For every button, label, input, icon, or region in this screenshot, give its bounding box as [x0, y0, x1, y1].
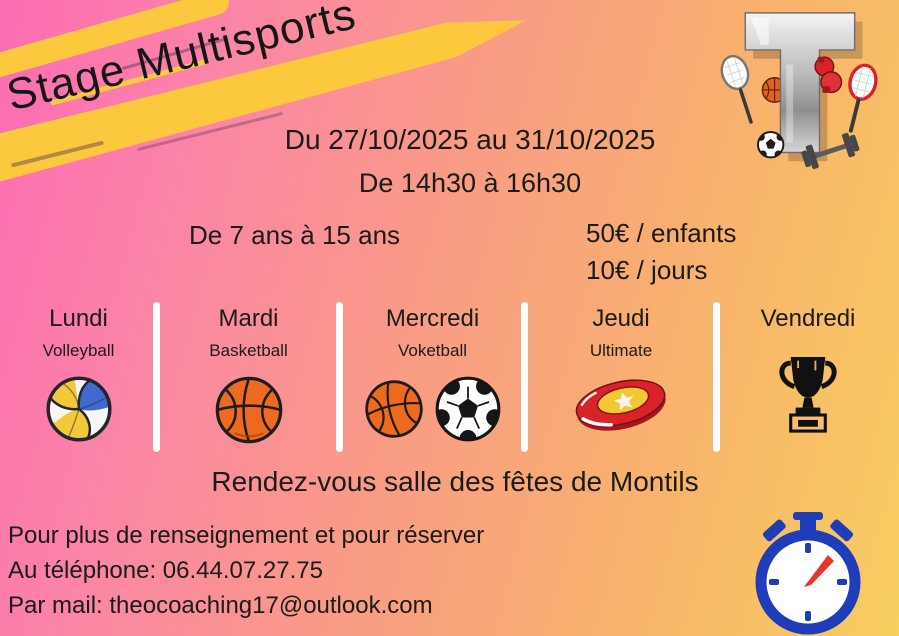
- day-icons: [571, 374, 671, 436]
- schedule-column-lundi: Lundi Volleyball: [0, 304, 157, 464]
- schedule-column-jeudi: Jeudi Ultimate: [525, 304, 717, 464]
- day-label: Jeudi: [592, 305, 650, 332]
- schedule-column-vendredi: Vendredi: [717, 304, 899, 464]
- day-icons: [213, 374, 285, 446]
- contact-block: Pour plus de renseignement et pour réser…: [8, 518, 484, 623]
- frisbee-icon: [575, 379, 666, 431]
- ages-line: De 7 ans à 15 ans: [189, 220, 401, 250]
- basketball-icon: [364, 380, 423, 438]
- day-label: Vendredi: [760, 305, 856, 332]
- column-divider: [153, 302, 160, 452]
- logo-graphic: [720, 12, 878, 170]
- venue-line: Rendez-vous salle des fêtes de Montils: [211, 466, 699, 497]
- contact-phone-line: Au téléphone: 06.44.07.27.75: [8, 557, 323, 584]
- activity-label: Voketball: [398, 341, 467, 360]
- day-label: Mardi: [218, 305, 279, 332]
- day-label: Mercredi: [385, 305, 480, 332]
- price-children: 50€ / enfants: [586, 218, 737, 248]
- trophy-icon: [779, 356, 837, 433]
- day-icons: [363, 374, 503, 444]
- column-divider: [713, 302, 720, 452]
- soccer-ball-icon: [757, 130, 785, 159]
- column-divider: [521, 302, 528, 452]
- basketball-icon: [215, 376, 282, 444]
- activity-label: Volleyball: [42, 341, 115, 360]
- tennis-racket-icon: [848, 63, 878, 133]
- time-line: De 14h30 à 16h30: [358, 168, 582, 198]
- coach-logo: [706, 6, 892, 177]
- badminton-racket-icon: [720, 55, 753, 124]
- volleyball-icon: [45, 376, 112, 442]
- schedule-column-mercredi: Mercredi Voketball: [340, 304, 525, 464]
- day-icons: [777, 352, 839, 436]
- boxing-gloves-icon: [814, 56, 843, 94]
- dates-line: Du 27/10/2025 au 31/10/2025: [284, 124, 656, 155]
- soccer-ball-icon: [435, 376, 500, 442]
- column-divider: [336, 302, 343, 452]
- stopwatch-icon: [743, 512, 873, 636]
- schedule-column-mardi: Mardi Basketball: [157, 304, 340, 464]
- contact-mail-line: Par mail: theocoaching17@outlook.com: [8, 592, 433, 619]
- activity-label: Ultimate: [589, 341, 653, 360]
- activity-label: Basketball: [209, 341, 288, 360]
- price-day: 10€ / jours: [586, 255, 708, 285]
- contact-info-line: Pour plus de renseignement et pour réser…: [8, 522, 485, 549]
- day-label: Lundi: [49, 305, 108, 332]
- dumbbell-icon: [801, 132, 860, 170]
- day-icons: [44, 374, 114, 444]
